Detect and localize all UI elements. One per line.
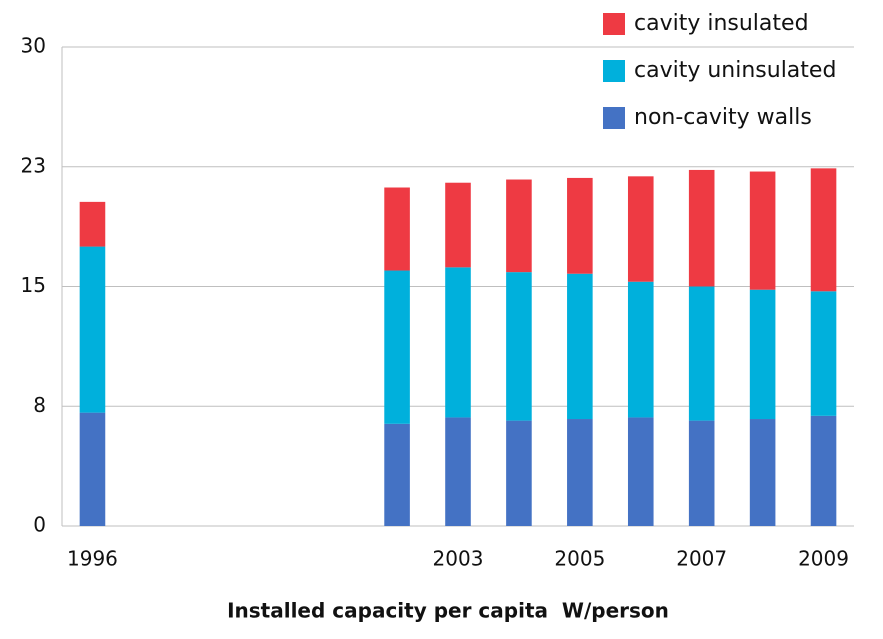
bar-segment: [567, 273, 593, 420]
bar-segment: [384, 270, 410, 424]
x-tick-label: 2007: [676, 547, 727, 571]
bar-segment: [810, 415, 837, 526]
y-tick-label: 8: [33, 393, 46, 417]
bar-segment: [506, 272, 532, 421]
bar-segment: [79, 201, 106, 247]
y-tick-label: 0: [33, 513, 46, 537]
legend-swatch: [603, 107, 625, 129]
legend-swatch: [603, 13, 625, 35]
legend-label: non-cavity walls: [634, 105, 812, 130]
bar-segment: [627, 281, 654, 418]
bar-segment: [384, 187, 410, 271]
legend-swatch: [603, 60, 625, 82]
x-tick-label: 2009: [798, 547, 849, 571]
bar-segment: [749, 289, 776, 420]
bar-segment: [506, 420, 532, 526]
bar-segment: [384, 423, 410, 526]
y-tick-label: 30: [21, 34, 46, 58]
bar-segment: [749, 171, 776, 290]
bar-segment: [627, 417, 654, 526]
bar-segment: [445, 182, 471, 268]
y-tick-label: 23: [21, 153, 46, 177]
bar-segment: [627, 176, 654, 282]
legend-label: cavity uninsulated: [634, 58, 836, 83]
bar-segment: [79, 246, 106, 413]
bar-segment: [79, 412, 106, 526]
bar-segment: [567, 177, 593, 274]
bar-segment: [567, 419, 593, 526]
bar-segment: [445, 417, 471, 526]
bar-segment: [810, 168, 837, 292]
bar-segment: [506, 179, 532, 273]
x-tick-label: 2005: [554, 547, 605, 571]
bar-segment: [688, 169, 715, 287]
x-tick-label: 2003: [433, 547, 484, 571]
bar-segment: [810, 291, 837, 416]
bar-segment: [688, 420, 715, 526]
bar-segment: [688, 286, 715, 421]
x-axis-label: Installed capacity per capita W/person: [227, 599, 669, 623]
bar-segment: [445, 267, 471, 418]
x-tick-label: 1996: [67, 547, 118, 571]
legend-label: cavity insulated: [634, 11, 809, 36]
bar-segment: [749, 419, 776, 526]
y-tick-label: 15: [21, 273, 46, 297]
